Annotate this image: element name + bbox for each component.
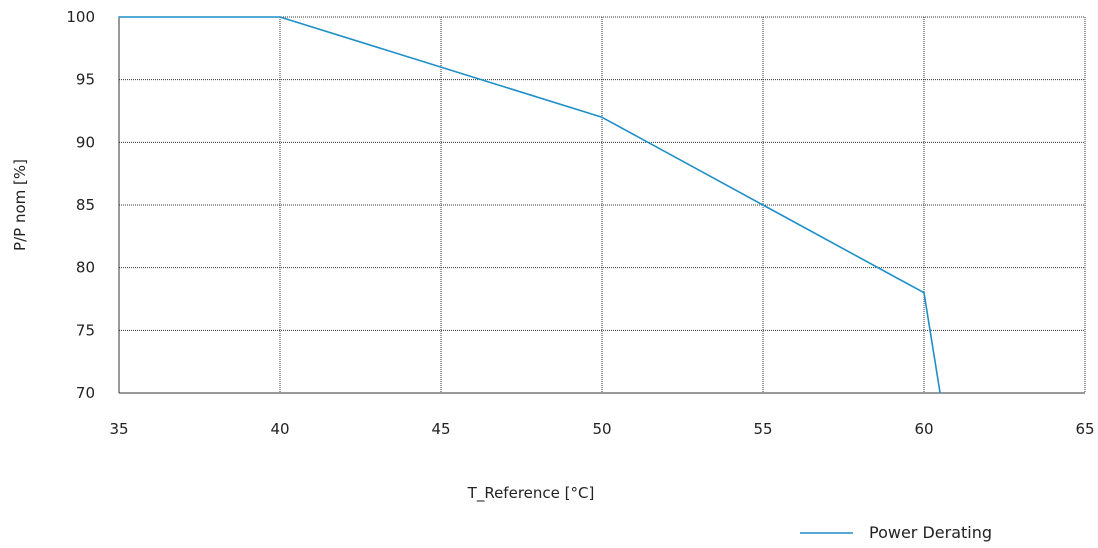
x-tick-label-60: 60 [914, 420, 933, 438]
plot-frame [118, 16, 1086, 394]
data-point [279, 16, 281, 18]
y-tick-label-80: 80 [76, 259, 95, 277]
y-tick-label-100: 100 [66, 8, 95, 26]
y-tick-labels: 70 75 80 85 90 95 100 [66, 8, 95, 402]
x-axis-title: T_Reference [°C] [467, 484, 595, 503]
data-point [601, 116, 603, 119]
plot-border [118, 16, 1086, 394]
y-tick-label-70: 70 [76, 384, 95, 402]
y-tick-label-95: 95 [76, 71, 95, 89]
x-tick-label-40: 40 [270, 420, 289, 438]
legend: Power Derating [800, 523, 992, 542]
series-layer [118, 16, 941, 394]
data-point [118, 16, 120, 18]
x-tick-label-35: 35 [109, 420, 128, 438]
y-tick-label-85: 85 [76, 196, 95, 214]
data-point [923, 291, 925, 294]
legend-label-power-derating: Power Derating [869, 523, 992, 542]
data-point [939, 392, 941, 394]
y-axis-title: P/P nom [%] [11, 159, 29, 251]
y-tick-label-90: 90 [76, 133, 95, 151]
x-tick-label-65: 65 [1075, 420, 1094, 438]
x-tick-label-55: 55 [753, 420, 772, 438]
x-tick-label-50: 50 [592, 420, 611, 438]
data-point [762, 204, 764, 206]
series-line-power-derating [119, 16, 941, 394]
x-tick-labels: 35 40 45 50 55 60 65 [109, 420, 1094, 438]
grid [118, 16, 1086, 394]
x-tick-label-45: 45 [431, 420, 450, 438]
y-tick-label-75: 75 [76, 321, 95, 339]
